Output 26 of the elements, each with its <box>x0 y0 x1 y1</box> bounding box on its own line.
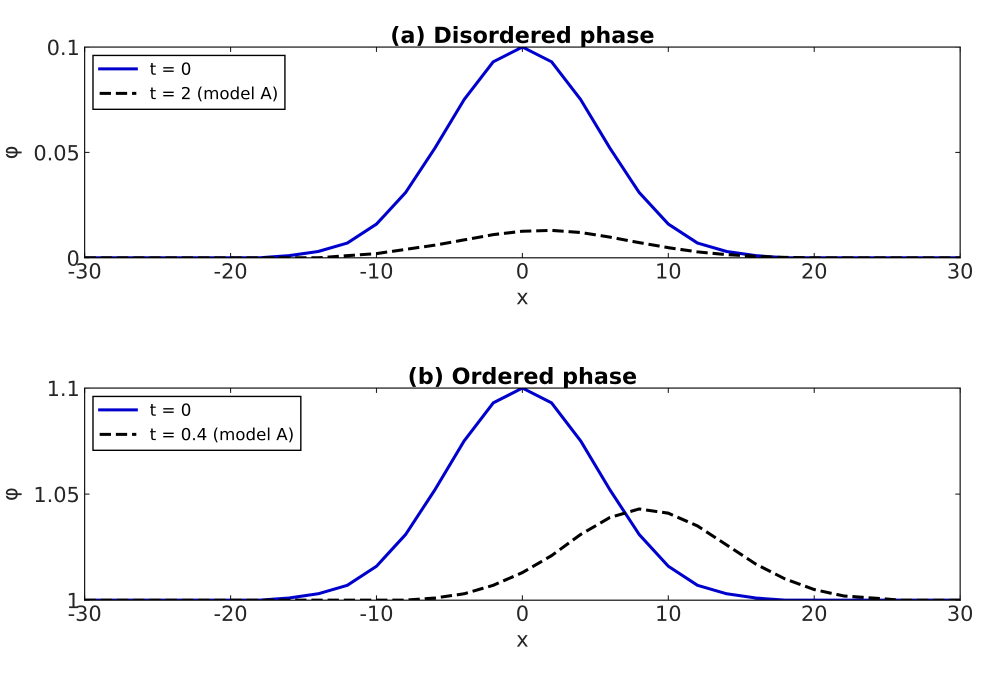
chart-title: (a) Disordered phase <box>392 26 654 48</box>
legend-label: t = 0.4 (model A) <box>150 428 293 442</box>
y-tick-label: 1.05 <box>36 486 78 502</box>
y-tick-label: 0.05 <box>34 144 78 161</box>
x-axis-title: x <box>516 635 528 647</box>
y-axis-title: φ <box>6 488 22 500</box>
legend-label: t = 2 (model A) <box>150 86 277 102</box>
x-axis-title: x <box>516 292 528 304</box>
x-tick-label: -20 <box>214 263 246 279</box>
x-tick-label: 10 <box>657 605 680 622</box>
y-axis-title: φ <box>6 146 22 158</box>
legend-label: t = 0 <box>150 62 190 75</box>
x-tick-label: 20 <box>802 263 826 279</box>
x-tick-label: 10 <box>657 263 680 279</box>
x-tick-label: 30 <box>948 605 972 622</box>
x-tick-label: 0 <box>517 605 528 622</box>
legend-label: t = 0 <box>150 403 190 416</box>
x-tick-label: -10 <box>360 263 392 279</box>
y-tick-label: 0.1 <box>48 40 78 56</box>
x-tick-label: 0 <box>517 263 528 279</box>
x-tick-label: -10 <box>360 605 392 622</box>
x-tick-label: 20 <box>802 605 826 622</box>
x-tick-label: -20 <box>214 605 246 622</box>
chart-title: (b) Ordered phase <box>410 367 636 389</box>
x-tick-label: 30 <box>948 263 972 279</box>
y-tick-label: 1.1 <box>48 380 78 396</box>
